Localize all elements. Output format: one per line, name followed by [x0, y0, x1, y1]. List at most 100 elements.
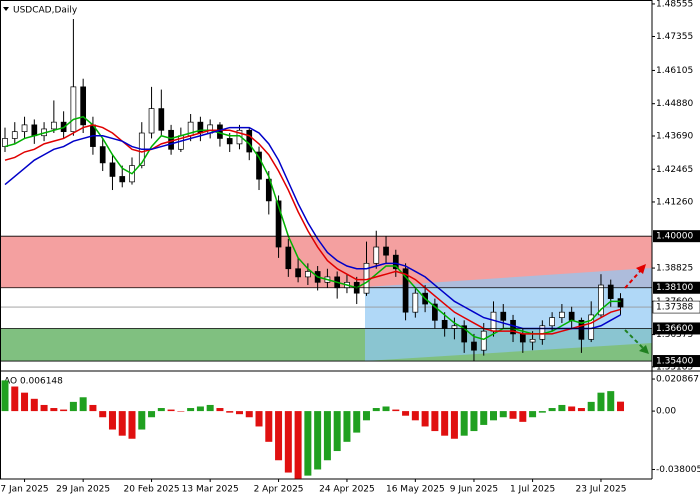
x-tick-label: 20 Feb 2025	[124, 485, 180, 495]
ao-bar	[548, 408, 556, 412]
ao-bar	[509, 411, 517, 419]
down-arrow	[624, 329, 646, 351]
y-tick-label: 1.35185	[656, 362, 693, 372]
y-tick-label: 1.48555	[656, 0, 693, 9]
indicator-tick-label: -0.038005	[656, 465, 700, 475]
candle-body	[275, 200, 282, 248]
ao-bar	[177, 411, 185, 412]
level-label-box	[653, 355, 700, 368]
ao-bar	[89, 404, 97, 412]
candle-body	[50, 121, 57, 130]
moving-average	[4, 124, 621, 335]
candle-body	[31, 124, 38, 137]
x-tick-label: 7 Jan 2025	[0, 485, 48, 495]
candle-body	[80, 86, 87, 126]
ao-bar	[138, 411, 146, 430]
ao-bar	[69, 401, 77, 412]
moving-average	[4, 126, 621, 330]
ao-bar	[294, 411, 302, 479]
ao-bar	[411, 411, 419, 421]
ao-bar	[617, 401, 625, 412]
candle-body	[99, 146, 106, 164]
level-label-box	[653, 230, 700, 243]
candle-body	[432, 303, 438, 321]
candle-body	[402, 268, 409, 313]
candle-body	[383, 246, 389, 256]
ao-bar	[108, 411, 116, 430]
candle-body	[549, 317, 555, 327]
candle-body	[480, 330, 487, 351]
y-tick-label: 1.41260	[656, 197, 693, 207]
ao-bar	[79, 397, 87, 412]
ao-bar	[421, 411, 429, 427]
ao-bar	[480, 411, 488, 425]
ao-bar	[314, 411, 322, 470]
ao-bar	[470, 411, 478, 432]
ao-bar	[568, 406, 576, 412]
candle-body	[70, 86, 77, 133]
candle-body	[285, 246, 292, 270]
up-arrow-head	[636, 264, 646, 274]
ao-bar	[529, 411, 537, 418]
ao-bar	[284, 411, 292, 473]
candle-body	[295, 268, 301, 278]
ao-bar	[597, 392, 605, 412]
ao-bar	[577, 408, 585, 412]
y-tick-label: 1.38825	[656, 264, 693, 274]
level-label: 1.38100	[656, 283, 693, 293]
ao-bar	[40, 404, 48, 412]
ao-bar	[60, 409, 68, 412]
ao-bar	[587, 401, 595, 412]
ao-bar	[196, 406, 204, 412]
candle-body	[519, 333, 526, 343]
candle-body	[373, 246, 380, 264]
candle-body	[265, 178, 272, 202]
y-tick-label: 1.36375	[656, 330, 693, 340]
x-tick-label: 2 Apr 2025	[254, 485, 304, 495]
level-label: 1.36600	[656, 324, 693, 334]
x-tick-label: 9 Jun 2025	[450, 485, 498, 495]
moving-average	[4, 115, 621, 341]
current-price-box	[652, 300, 700, 314]
menu-triangle	[3, 7, 9, 11]
candle-body	[568, 311, 575, 321]
ao-bar	[216, 408, 224, 412]
down-arrow-head	[639, 345, 649, 354]
candle-body	[578, 319, 585, 340]
ao-bar	[353, 411, 361, 433]
ao-bar	[30, 398, 38, 412]
candle-body	[226, 138, 233, 145]
ao-bar	[538, 411, 546, 413]
level-label-box	[653, 322, 700, 335]
ao-bar	[148, 411, 156, 418]
ao-bar	[275, 411, 283, 461]
ao-bar	[187, 408, 195, 412]
y-tick-label: 1.47355	[656, 32, 693, 42]
candle-body	[471, 341, 477, 351]
candle-body	[441, 319, 448, 329]
y-tick-label: 1.46105	[656, 66, 693, 76]
ao-bar	[450, 411, 458, 439]
x-tick-label: 29 Jan 2025	[56, 485, 110, 495]
ao-bar	[128, 411, 136, 439]
candle-body	[256, 151, 262, 180]
level-label: 1.35400	[656, 357, 693, 367]
candle-body	[158, 108, 165, 131]
candle-body	[119, 176, 126, 183]
ao-bar	[11, 386, 19, 412]
candle-body	[148, 108, 155, 134]
x-tick-label: 23 Jul 2025	[576, 485, 627, 495]
ao-bar	[392, 409, 400, 412]
ao-bar	[607, 391, 615, 412]
ao-bar	[21, 392, 29, 412]
candle-body	[607, 284, 614, 299]
ao-bar	[304, 411, 312, 476]
candle-body	[529, 338, 536, 343]
ao-bar	[167, 409, 175, 412]
x-tick-label: 1 Jul 2025	[510, 485, 555, 495]
candle-body	[617, 298, 624, 308]
candle-body	[598, 284, 604, 316]
level-label: 1.40000	[656, 232, 693, 242]
ao-bar	[255, 411, 263, 427]
ao-bar	[343, 411, 351, 442]
